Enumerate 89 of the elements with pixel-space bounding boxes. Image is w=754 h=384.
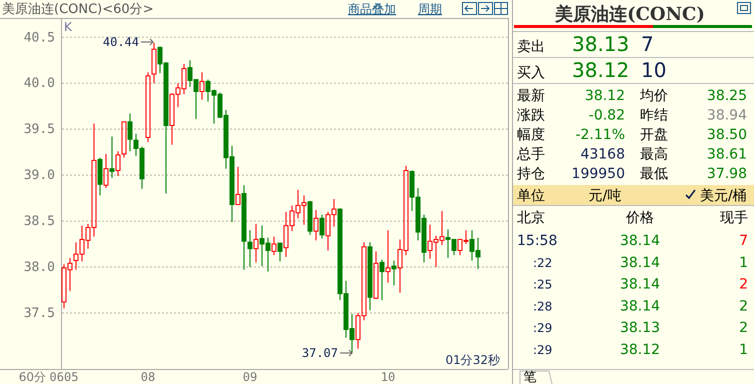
text: 现手 — [720, 210, 748, 226]
text: 单位 — [517, 188, 545, 204]
text: 昨结 — [640, 108, 668, 124]
text: -0.82 — [588, 108, 625, 124]
candlestick — [104, 153, 108, 188]
text: -2.11% — [575, 127, 625, 143]
candlestick — [254, 223, 258, 263]
candlestick — [278, 242, 282, 262]
text: 38.13 — [572, 32, 630, 56]
text: 2 — [739, 320, 748, 336]
candlestick — [98, 157, 102, 196]
text: 38.61 — [706, 146, 747, 162]
text: 38.14 — [620, 233, 660, 249]
text: 38.12 — [620, 342, 660, 358]
candlestick — [380, 259, 384, 301]
text: 7 — [739, 233, 748, 249]
text: 幅度 — [517, 127, 545, 143]
text: 持仓 — [517, 166, 545, 182]
text: 38.12 — [584, 88, 625, 104]
text: 38.13 — [620, 320, 660, 336]
text: 买入 — [517, 65, 545, 81]
text: 15:58 — [517, 233, 558, 249]
text: 元/吨 — [588, 188, 622, 204]
text: 10 — [641, 58, 666, 82]
text: 最低 — [640, 166, 668, 182]
text: 周期 — [418, 2, 442, 16]
text: 1 — [739, 342, 748, 358]
text: 美元/桶 — [700, 188, 747, 204]
text: :29 — [533, 343, 552, 357]
x-axis-title: 60分 — [18, 370, 46, 384]
annotation: 37.07 — [302, 346, 338, 360]
candlestick — [272, 236, 276, 256]
text: 38.14 — [620, 298, 660, 314]
x-tick-label: 0605 — [50, 370, 78, 384]
text: 199950 — [572, 166, 625, 182]
candlestick — [374, 250, 378, 300]
chart-title: 美原油连(CONC)<60分> — [2, 1, 154, 17]
text: 38.50 — [706, 127, 747, 143]
text: :28 — [533, 299, 552, 314]
candlestick — [110, 136, 114, 178]
text: 商品叠加 — [348, 2, 396, 16]
y-tick-label: 38.0 — [24, 260, 55, 276]
text: 价格 — [625, 210, 654, 226]
y-tick-label: 37.5 — [24, 306, 55, 321]
text: 37.98 — [706, 166, 747, 182]
y-tick-label: 38.5 — [24, 214, 55, 230]
text: :29 — [533, 321, 552, 336]
candlestick — [236, 166, 240, 206]
text: 38.14 — [620, 254, 660, 271]
text: 总手 — [516, 146, 545, 162]
x-tick-label: 09 — [242, 370, 258, 384]
text: 开盘 — [640, 127, 668, 143]
candlestick — [392, 260, 396, 286]
y-tick-label: 40.5 — [24, 30, 55, 46]
x-tick-label: 08 — [140, 370, 156, 384]
text: :22 — [533, 256, 552, 270]
text: 2 — [739, 298, 748, 314]
annotation: K — [64, 20, 73, 34]
text: 38.25 — [706, 88, 747, 104]
text: :25 — [533, 278, 552, 292]
text: 最新 — [517, 88, 545, 104]
y-tick-label: 39.0 — [24, 168, 55, 184]
text: 2 — [739, 276, 748, 293]
candlestick — [200, 72, 204, 100]
text: 北京 — [517, 210, 545, 226]
annotation: 01分32秒 — [445, 353, 500, 367]
candlestick — [116, 150, 120, 177]
text: 笔 — [524, 370, 536, 384]
text: 43168 — [580, 146, 625, 162]
annotation: 40.44 — [102, 35, 139, 49]
candlestick — [146, 72, 150, 143]
text: 涨跌 — [517, 108, 545, 124]
candlestick — [368, 242, 372, 311]
candlestick — [152, 42, 156, 84]
text: 38.94 — [706, 108, 748, 124]
y-tick-label: 40.0 — [24, 76, 55, 92]
candlestick — [386, 230, 390, 284]
text: 美原油连(CONC) — [554, 4, 705, 25]
text: 均价 — [639, 88, 668, 104]
candlestick — [314, 210, 318, 241]
text: 38.14 — [620, 276, 660, 293]
text: 7 — [641, 32, 654, 56]
text: 最高 — [640, 146, 668, 162]
x-tick-label: 10 — [380, 370, 396, 384]
text: 卖出 — [517, 39, 545, 55]
text: 38.12 — [572, 58, 630, 82]
candlestick — [320, 214, 324, 240]
y-tick-label: 39.5 — [24, 122, 55, 138]
text: 1 — [739, 254, 748, 271]
